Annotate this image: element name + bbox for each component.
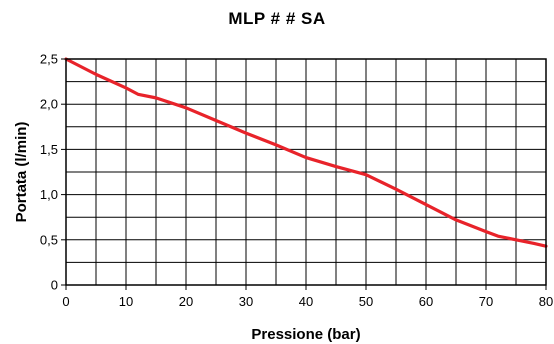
x-axis-ticks: 0 10 20 30 40 50 60 70 80 [62,285,553,309]
x-tick-label: 10 [119,294,133,309]
y-axis-ticks: 0 0,5 1,0 1,5 2,0 2,5 [40,52,66,293]
y-tick-label: 1,0 [40,187,58,202]
x-tick-label: 50 [359,294,373,309]
x-tick-label: 40 [299,294,313,309]
x-tick-label: 70 [479,294,493,309]
x-tick-label: 30 [239,294,253,309]
y-tick-label: 1,5 [40,142,58,157]
x-tick-label: 60 [419,294,433,309]
y-axis-label: Portata (l/min) [13,122,30,223]
x-tick-label: 80 [539,294,553,309]
chart-title: MLP # # SA [228,9,326,28]
x-tick-label: 20 [179,294,193,309]
series-line [64,57,548,248]
series-layer [64,57,548,248]
y-tick-label: 2,5 [40,52,58,67]
grid [66,59,546,285]
y-tick-label: 0,5 [40,232,58,247]
x-tick-label: 0 [62,294,69,309]
y-tick-label: 0 [51,278,58,293]
x-axis-label: Pressione (bar) [251,326,360,343]
y-tick-label: 2,0 [40,97,58,112]
